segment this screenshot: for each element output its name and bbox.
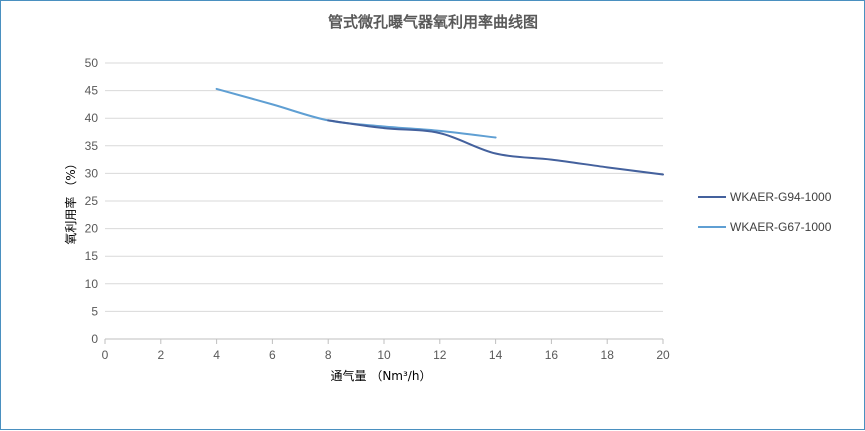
x-tick-label: 8 [325,348,332,362]
x-tick-label: 4 [213,348,220,362]
y-tick-label: 50 [85,56,99,70]
series-lines [215,87,664,176]
legend-label: WKAER-G94-1000 [730,190,832,204]
series-line-2 [215,87,497,139]
legend: WKAER-G94-1000 WKAER-G67-1000 [698,190,832,234]
x-tick-label: 18 [601,348,615,362]
y-axis-label: 氧利用率 （%） [63,157,78,244]
axes: 0 5 10 15 20 25 30 35 40 45 50 0 2 4 6 8 10 12 14 16 18 20 [85,56,670,362]
y-tick-label: 20 [85,222,99,236]
y-tick-label: 30 [85,166,99,180]
y-tick-label: 40 [85,111,99,125]
gridlines [105,62,663,312]
x-tick-label: 16 [545,348,559,362]
x-tick-label: 20 [656,348,670,362]
x-tick-label: 10 [377,348,391,362]
y-tick-label: 35 [85,139,99,153]
chart-title: 管式微孔曝气器氧利用率曲线图 [328,13,538,31]
y-tick-label: 5 [91,304,98,318]
y-tick-label: 15 [85,249,99,263]
x-tick-label: 12 [433,348,447,362]
x-tick-label: 6 [269,348,276,362]
x-tick-label: 14 [489,348,503,362]
y-tick-label: 0 [91,332,98,346]
x-tick-label: 0 [102,348,109,362]
x-tick-label: 2 [157,348,164,362]
y-tick-label: 45 [85,84,99,98]
series-line-1 [327,119,664,176]
legend-label: WKAER-G67-1000 [730,220,832,234]
x-axis-label: 通气量 （Nm³/h） [331,368,432,383]
y-tick-label: 10 [85,277,99,291]
y-tick-label: 25 [85,194,99,208]
